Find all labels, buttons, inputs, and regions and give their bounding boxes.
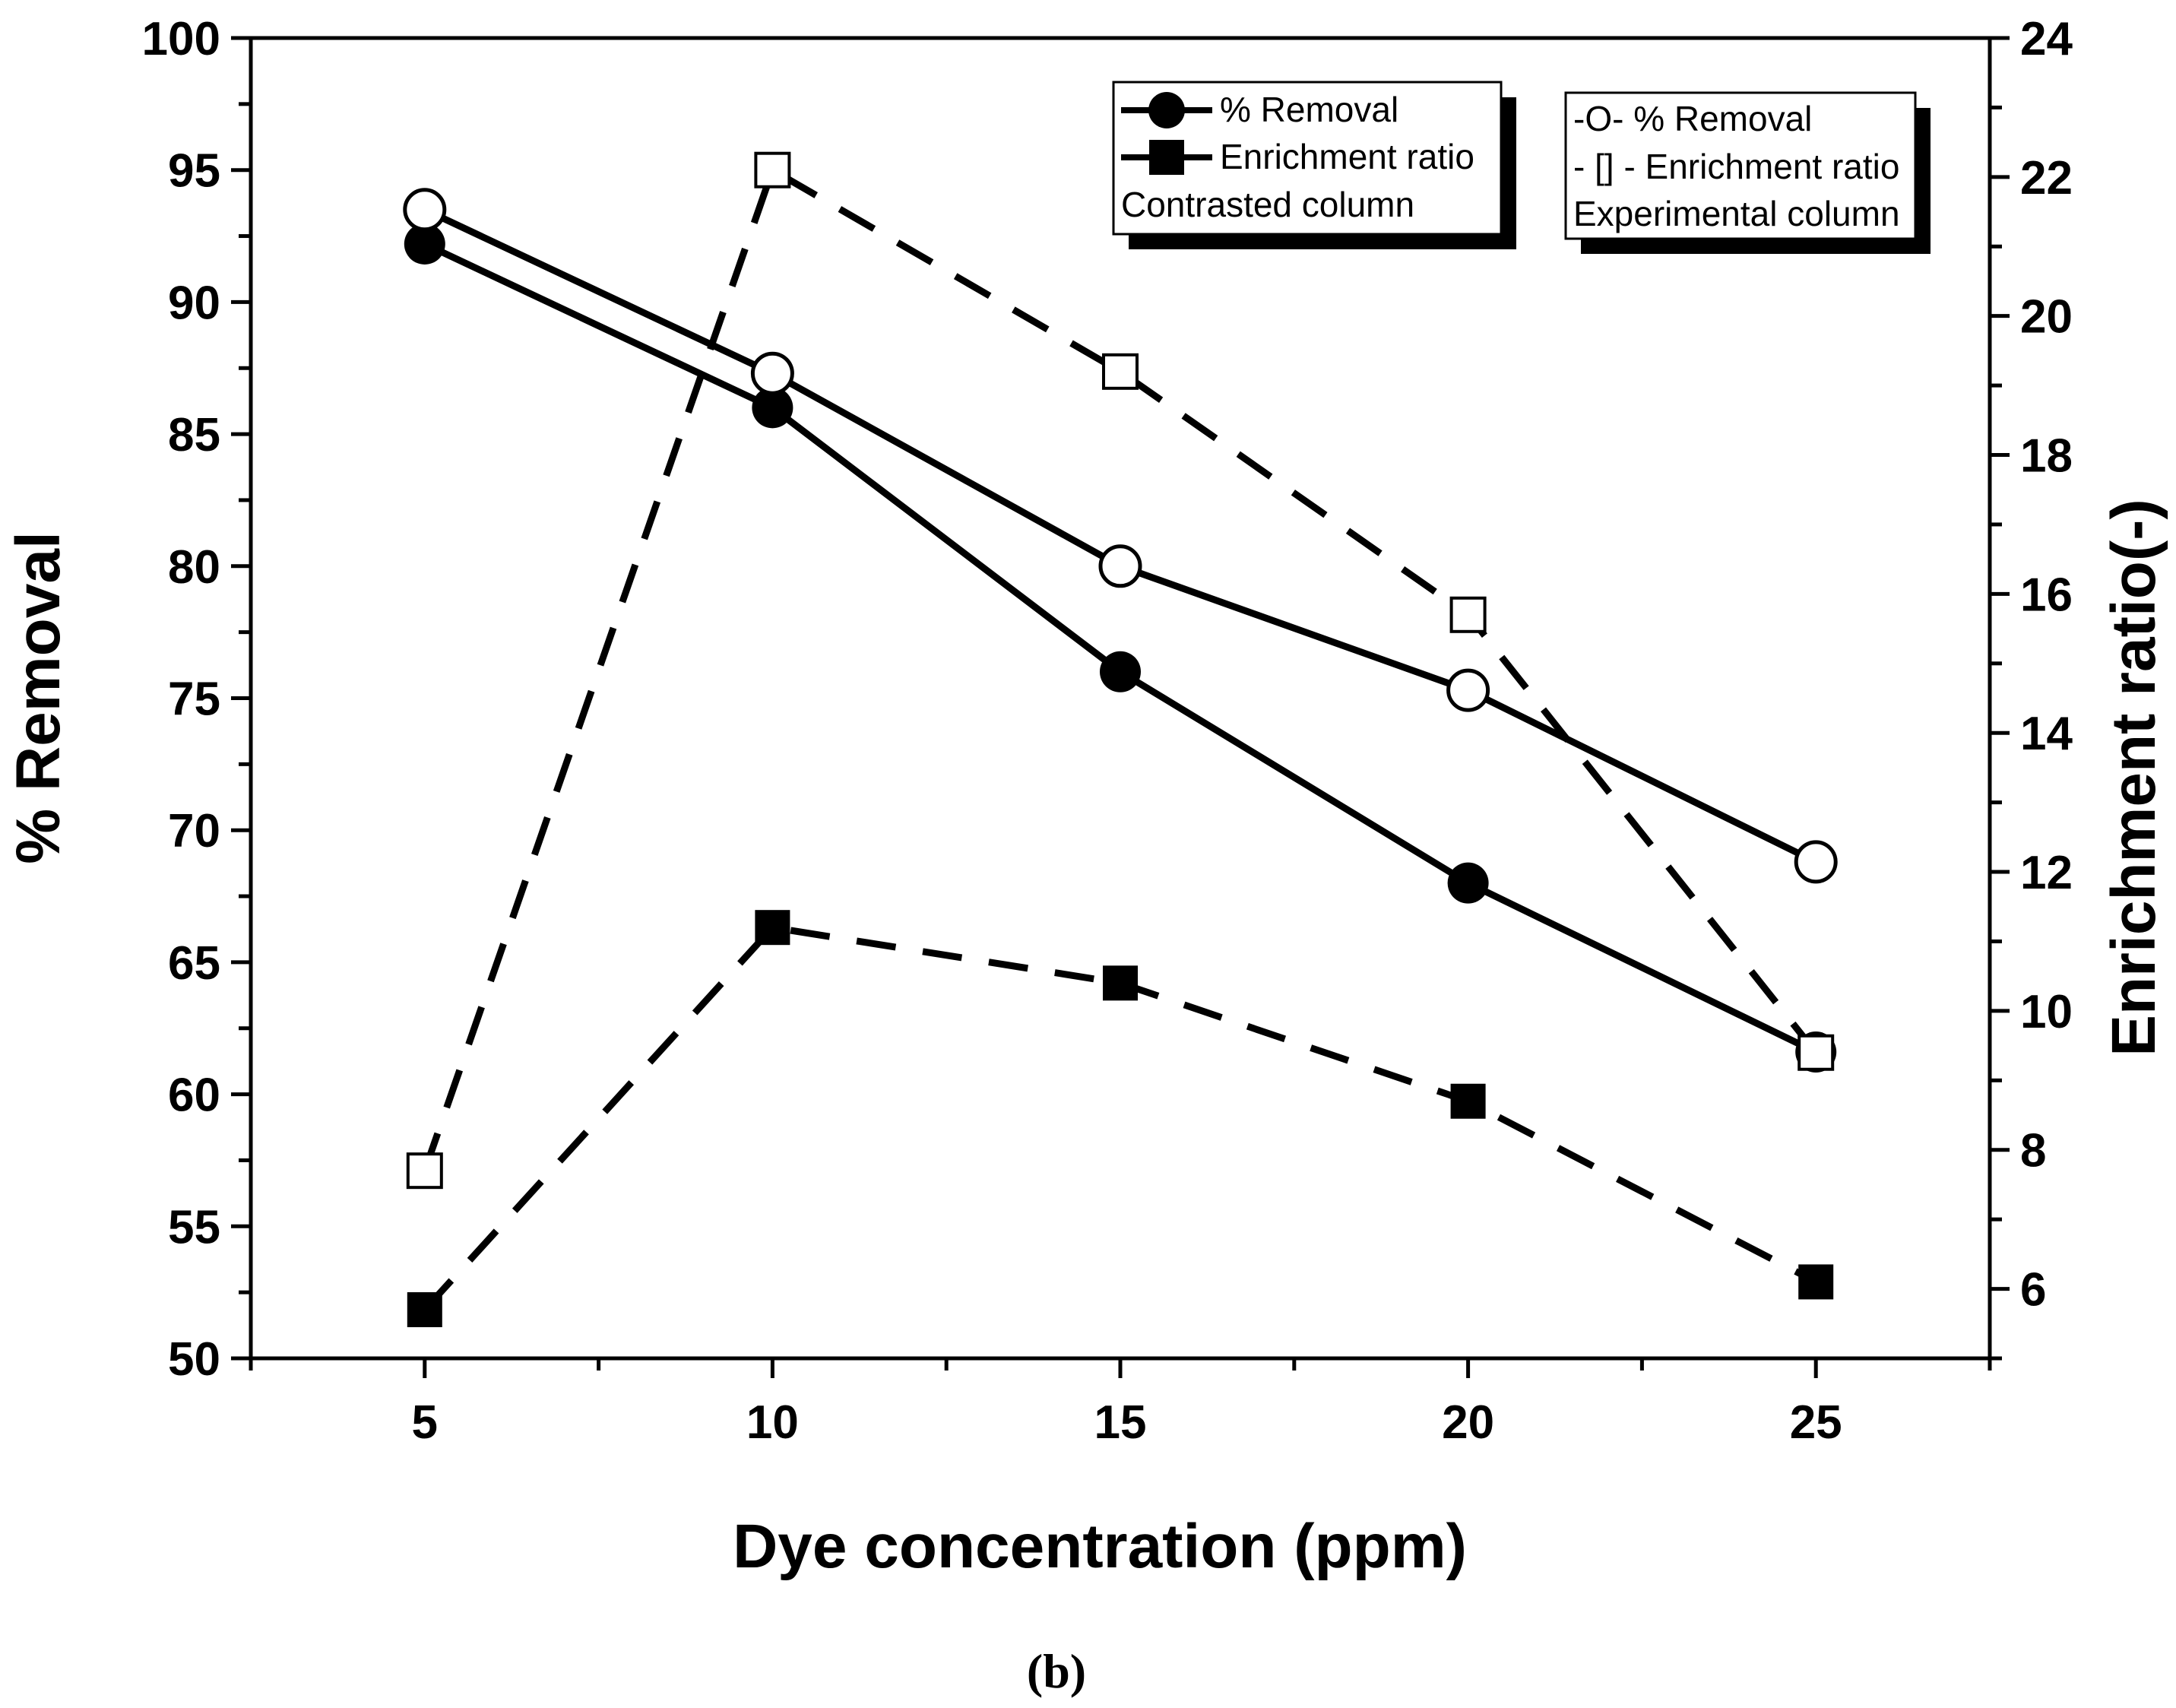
y2-tick-label: 8 [2020,1125,2046,1177]
point-filled-square-1-1 [755,910,790,946]
legend-contrasted-caption: Contrasted column [1121,185,1414,224]
y-tick-label: 80 [168,541,220,594]
y2-tick-label: 12 [2020,847,2073,899]
y-tick-label: 65 [168,937,220,990]
point-open-square-3-1 [754,151,791,189]
point-filled-square-1-0 [407,1292,442,1328]
y-tick-label: 50 [168,1333,220,1386]
legend-experimental-enrichment-label: - [] - Enrichment ratio [1573,147,1899,186]
legend-experimental: -O- % Removal - [] - Enrichment ratio Ex… [1564,91,1931,254]
series-line-1 [422,924,1818,1313]
y-tick-label: 75 [168,673,220,726]
point-open-square-3-4 [1797,1034,1835,1071]
point-open-circle-2-4 [1794,840,1838,884]
y2-tick-label: 6 [2020,1264,2046,1317]
y2-tick-label: 24 [2020,13,2073,65]
point-filled-circle-0-1 [752,387,793,429]
series-line-3 [421,166,1819,1172]
y2-axis-title: Enrichment ratio(-) [2099,499,2168,1056]
x-tick-label: 15 [1094,1396,1147,1449]
y2-tick-label: 16 [2020,569,2073,621]
y2-tick-label: 22 [2020,152,2073,204]
y-tick-label: 90 [168,277,220,329]
legend-filled-square-marker [1149,140,1184,175]
y-tick-label: 70 [168,805,220,857]
series-line-2 [423,206,1818,865]
y-axis-title: % Removal [4,531,73,864]
point-open-circle-2-1 [750,351,794,395]
y2-tick-label: 18 [2020,430,2073,483]
y2-tick-label: 20 [2020,291,2073,344]
tick-marks [231,36,2010,1378]
y-tick-label: 95 [168,145,220,198]
legend-contrasted-enrichment-label: Enrichment ratio [1220,137,1474,176]
point-filled-square-1-4 [1798,1264,1834,1300]
y-tick-label: 100 [142,13,220,65]
marker-layer [403,151,1838,1328]
x-axis-title: Dye concentration (ppm) [733,1512,1467,1581]
point-filled-square-1-3 [1450,1083,1486,1119]
legend-experimental-caption: Experimental column [1573,194,1900,233]
legend-filled-circle-marker [1148,92,1185,128]
legend-contrasted: % Removal Enrichment ratio Contrasted co… [1112,81,1516,249]
point-open-circle-2-3 [1446,668,1490,712]
x-tick-label: 10 [746,1396,799,1449]
point-filled-circle-0-0 [404,223,445,265]
x-tick-label: 25 [1790,1396,1842,1449]
point-open-circle-2-2 [1098,544,1142,588]
point-filled-circle-0-2 [1100,651,1141,692]
panel-label: (b) [1027,1644,1086,1698]
y2-tick-label: 14 [2020,708,2073,760]
legend-experimental-box [1564,91,1917,240]
legend-contrasted-removal-label: % Removal [1220,90,1398,129]
tick-labels: 5 10 15 20 25 50 55 60 65 70 75 80 85 90 95 100 6 8 10 12 14… [142,13,2073,1449]
y-tick-label: 55 [168,1201,220,1253]
point-filled-circle-0-3 [1447,862,1489,904]
y2-tick-label: 10 [2020,986,2073,1038]
x-tick-label: 5 [412,1396,438,1449]
point-open-square-3-3 [1449,596,1487,633]
y-tick-label: 60 [168,1069,220,1122]
point-open-square-3-0 [406,1152,443,1190]
point-open-square-3-2 [1102,353,1139,390]
point-open-circle-2-0 [403,188,447,232]
point-filled-square-1-2 [1103,965,1138,1001]
legend-experimental-removal-label: -O- % Removal [1573,99,1812,138]
y-tick-label: 85 [168,409,220,461]
series-layer [421,166,1819,1313]
x-tick-label: 20 [1442,1396,1494,1449]
